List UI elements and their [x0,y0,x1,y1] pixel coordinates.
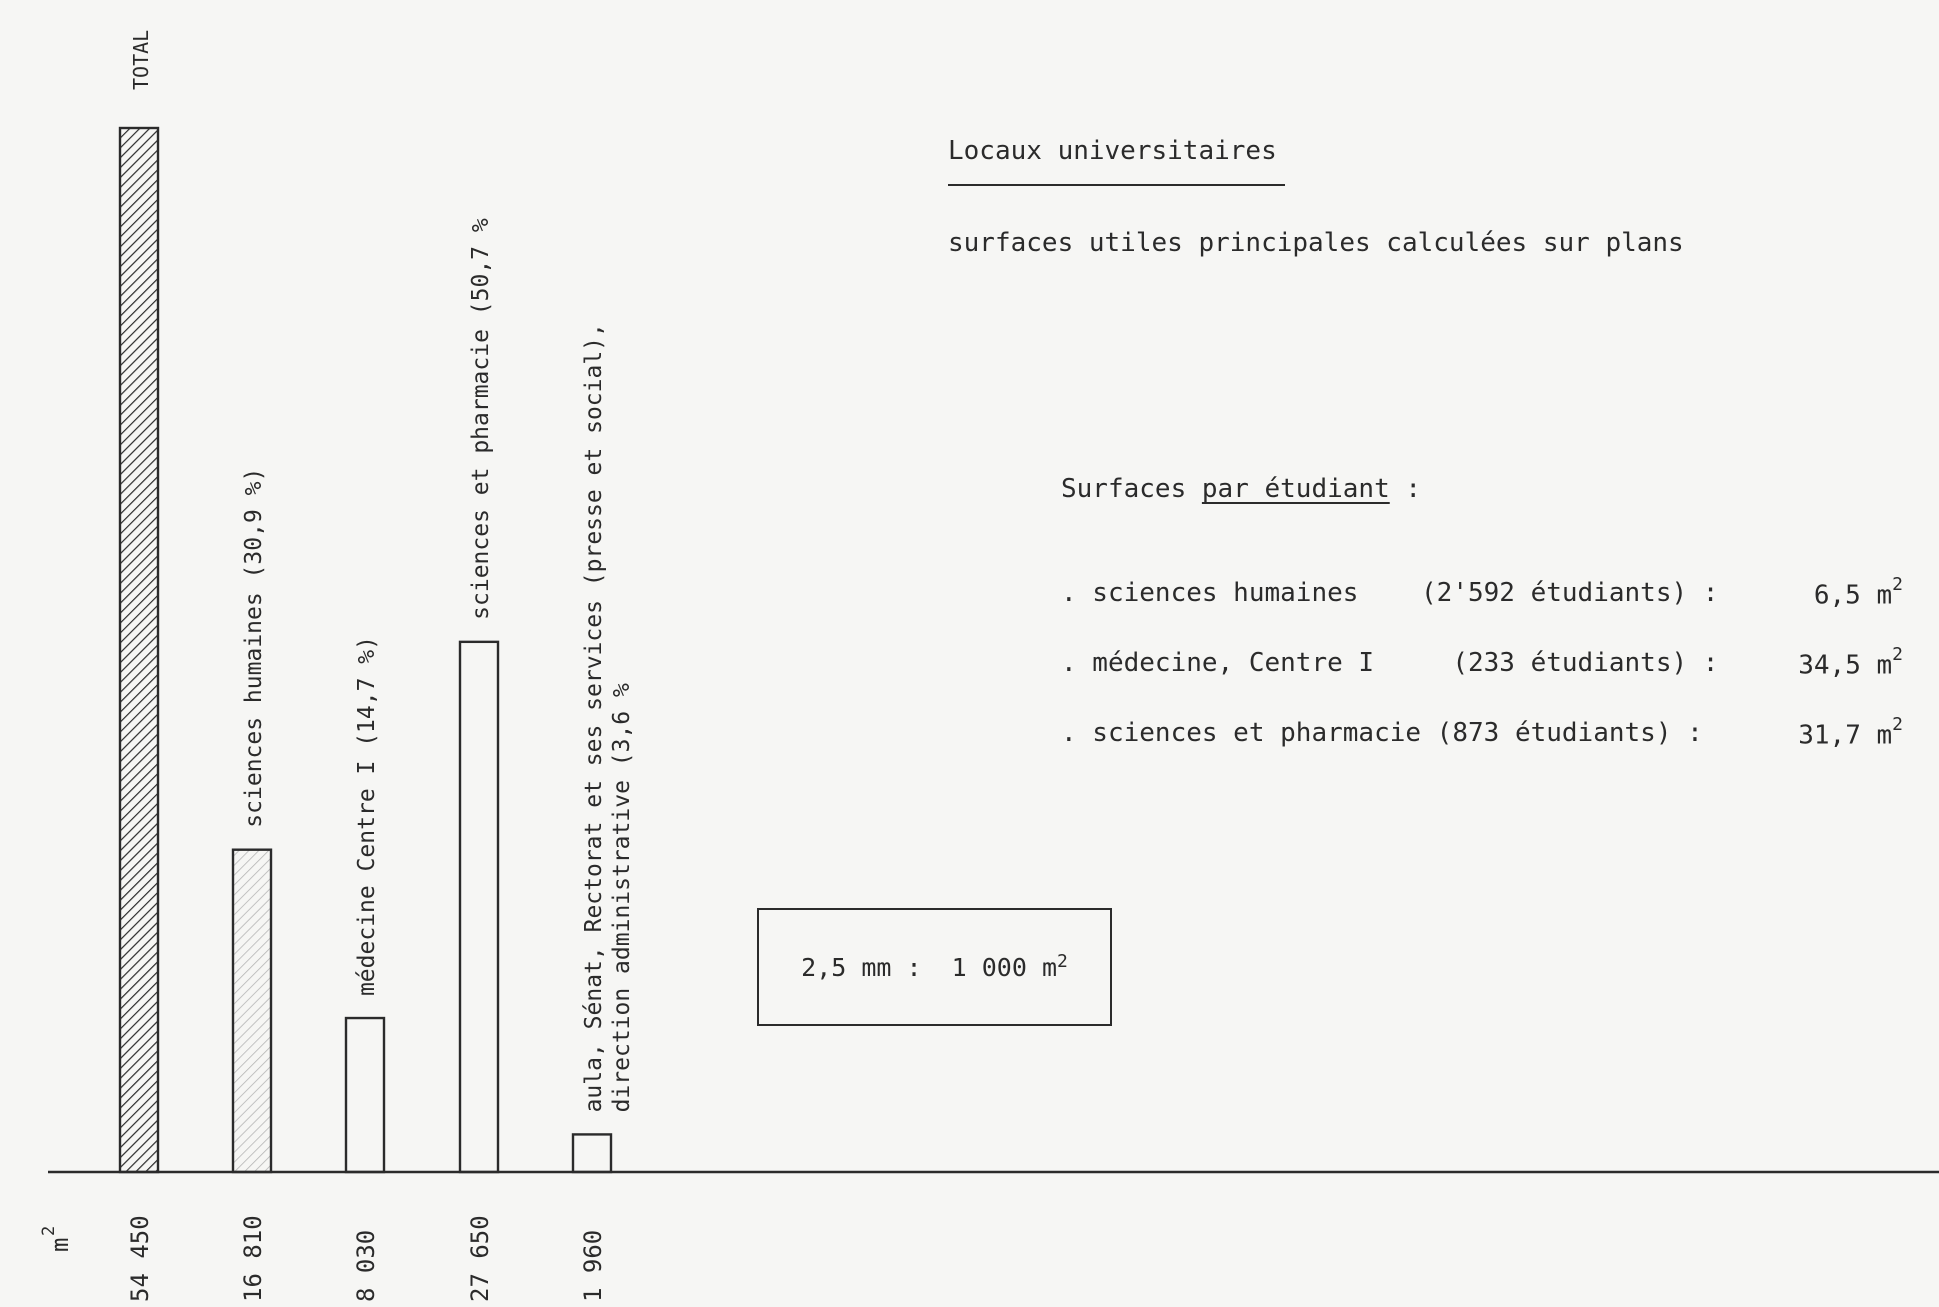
per-student-value-medecine: 34,5 m2 [1798,644,1903,681]
unit-label: m 2 [39,1226,74,1252]
value-label-0: 54 450 [126,1215,154,1302]
chart-subtitle: surfaces utiles principales calculées su… [948,228,1684,258]
per-student-value-exponent: 2 [1892,714,1903,735]
bar-label-2: médecine Centre I (14,7 %) [354,636,380,996]
per-student-value-sciences: 31,7 m2 [1798,714,1903,751]
value-label-3: 27 650 [466,1215,494,1302]
bar-4 [571,1133,613,1174]
per-student-value-exponent: 2 [1892,644,1903,665]
bar-label-3: sciences et pharmacie (50,7 % [468,218,494,620]
per-student-heading-prefix: Surfaces [1061,474,1202,504]
per-student-row-sciences: . sciences et pharmacie (873 étudiants) … [1061,718,1703,748]
value-label-2: 8 030 [352,1230,380,1302]
scale-note-text: 2,5 mm : 1 000 m [801,952,1058,982]
per-student-value-text: 34,5 m [1798,650,1893,681]
bar-3 [458,640,500,1174]
labels-layer: TOTAL sciences humaines (30,9 %) médecine … [129,30,635,1113]
per-student-value-exponent: 2 [1892,574,1903,595]
value-label-4: 1 960 [579,1230,607,1302]
per-student-heading-suffix: : [1389,474,1422,504]
per-student-value-humaines: 6,5 m2 [1813,574,1903,611]
title-underline [948,184,1285,186]
values-layer: 54 450 16 810 8 030 27 650 1 960 [126,1215,607,1302]
per-student-value-text: 6,5 m [1813,580,1893,611]
bar-label-4-line2: direction administrative (3,6 % [609,683,635,1112]
unit-exponent: 2 [39,1226,59,1236]
bar-2 [344,1016,386,1174]
per-student-heading: Surfaces par étudiant : [1061,474,1421,504]
bar-label-0: TOTAL [129,30,153,90]
value-label-1: 16 810 [239,1215,267,1302]
bar-1 [231,848,273,1174]
per-student-row-medecine: . médecine, Centre I (233 étudiants) : [1061,648,1719,678]
unit-text: m [46,1238,74,1252]
scale-note-exponent: 2 [1057,950,1068,972]
per-student-row-humaines: . sciences humaines (2'592 étudiants) : [1061,578,1719,608]
bar-0 [118,126,160,1174]
per-student-heading-underlined: par étudiant [1201,474,1390,504]
bar-label-1: sciences humaines (30,9 %) [241,468,267,828]
chart-title: Locaux universitaires [948,136,1277,166]
per-student-value-text: 31,7 m [1798,720,1893,751]
bar-label-4: aula, Sénat, Rectorat et ses services (p… [581,323,607,1112]
